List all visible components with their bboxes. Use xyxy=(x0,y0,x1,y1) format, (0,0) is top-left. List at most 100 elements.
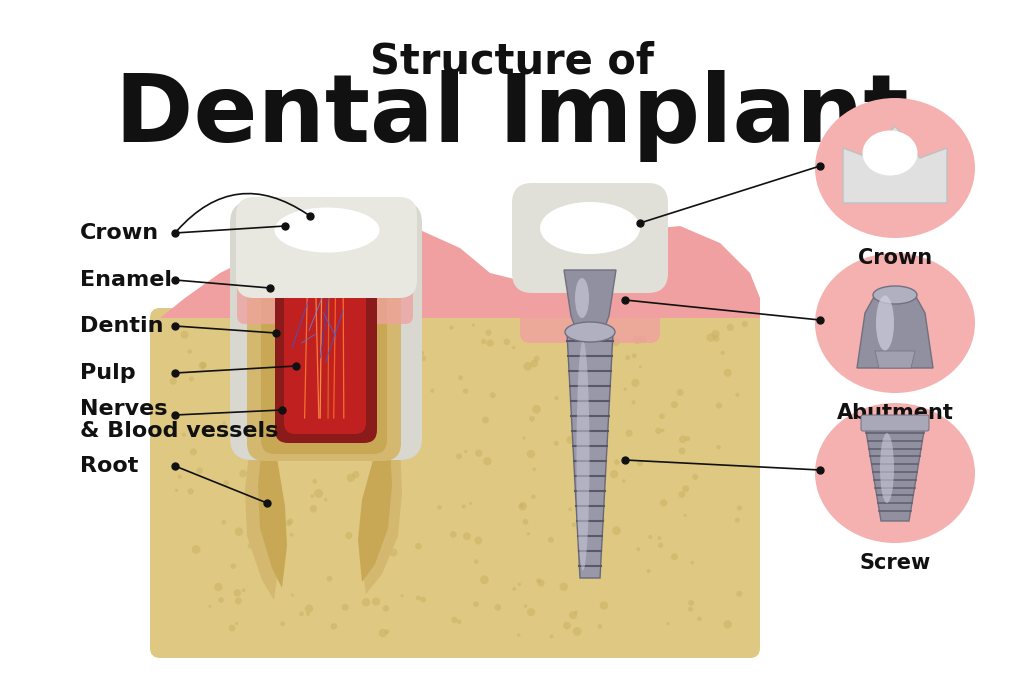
FancyBboxPatch shape xyxy=(237,220,413,324)
Ellipse shape xyxy=(690,561,694,564)
Ellipse shape xyxy=(574,611,578,614)
Ellipse shape xyxy=(372,453,375,456)
Ellipse shape xyxy=(737,506,742,510)
Ellipse shape xyxy=(657,536,662,540)
Ellipse shape xyxy=(234,409,243,417)
Ellipse shape xyxy=(214,583,222,591)
Ellipse shape xyxy=(221,520,226,524)
Ellipse shape xyxy=(474,559,478,564)
Ellipse shape xyxy=(265,548,269,552)
FancyBboxPatch shape xyxy=(150,308,760,658)
Ellipse shape xyxy=(345,532,352,539)
Ellipse shape xyxy=(671,553,678,560)
Ellipse shape xyxy=(862,131,918,175)
FancyBboxPatch shape xyxy=(861,415,929,431)
Ellipse shape xyxy=(352,370,355,374)
Ellipse shape xyxy=(299,612,304,616)
Ellipse shape xyxy=(234,598,242,605)
Ellipse shape xyxy=(232,423,239,429)
Polygon shape xyxy=(567,333,613,578)
Ellipse shape xyxy=(815,253,975,393)
Ellipse shape xyxy=(489,392,496,398)
Ellipse shape xyxy=(187,488,194,495)
Ellipse shape xyxy=(187,350,193,354)
Ellipse shape xyxy=(548,537,554,543)
Polygon shape xyxy=(245,418,280,600)
Ellipse shape xyxy=(707,333,715,342)
Ellipse shape xyxy=(390,433,396,438)
Ellipse shape xyxy=(415,543,422,550)
Ellipse shape xyxy=(464,450,467,453)
Text: Crown: Crown xyxy=(80,223,159,243)
Ellipse shape xyxy=(457,619,462,624)
Ellipse shape xyxy=(608,336,616,345)
Ellipse shape xyxy=(523,362,532,371)
Ellipse shape xyxy=(286,520,292,526)
Ellipse shape xyxy=(390,341,394,345)
Ellipse shape xyxy=(280,408,285,413)
Ellipse shape xyxy=(305,605,313,613)
Ellipse shape xyxy=(182,433,186,437)
Ellipse shape xyxy=(342,603,349,611)
Ellipse shape xyxy=(534,356,540,361)
Ellipse shape xyxy=(236,622,239,625)
Ellipse shape xyxy=(288,518,293,524)
Ellipse shape xyxy=(346,473,355,482)
Text: Dentin: Dentin xyxy=(80,316,164,336)
Ellipse shape xyxy=(267,499,272,504)
Text: Abutment: Abutment xyxy=(837,403,953,423)
Ellipse shape xyxy=(734,517,740,523)
Ellipse shape xyxy=(420,596,426,603)
FancyBboxPatch shape xyxy=(520,233,660,343)
Ellipse shape xyxy=(697,616,701,621)
Ellipse shape xyxy=(724,369,732,377)
Ellipse shape xyxy=(679,491,685,498)
Ellipse shape xyxy=(312,479,317,484)
Ellipse shape xyxy=(660,429,665,433)
Text: Enamel: Enamel xyxy=(80,270,172,290)
Ellipse shape xyxy=(189,449,197,455)
Ellipse shape xyxy=(569,611,577,619)
Ellipse shape xyxy=(578,353,584,359)
Ellipse shape xyxy=(540,202,640,254)
Ellipse shape xyxy=(566,436,574,444)
Ellipse shape xyxy=(199,362,207,369)
Polygon shape xyxy=(857,295,933,368)
Ellipse shape xyxy=(369,449,374,455)
Ellipse shape xyxy=(815,98,975,238)
Ellipse shape xyxy=(274,208,380,252)
Ellipse shape xyxy=(601,439,608,447)
Ellipse shape xyxy=(482,417,489,424)
Ellipse shape xyxy=(554,441,559,446)
Ellipse shape xyxy=(208,605,211,608)
Ellipse shape xyxy=(624,387,627,391)
Ellipse shape xyxy=(876,296,894,350)
Ellipse shape xyxy=(559,583,568,591)
Ellipse shape xyxy=(659,499,668,506)
Ellipse shape xyxy=(254,448,259,453)
Ellipse shape xyxy=(456,453,462,460)
Ellipse shape xyxy=(495,604,501,611)
Ellipse shape xyxy=(577,341,590,570)
Ellipse shape xyxy=(480,575,488,584)
Ellipse shape xyxy=(571,522,577,527)
Ellipse shape xyxy=(679,447,686,455)
Ellipse shape xyxy=(307,329,313,334)
Ellipse shape xyxy=(736,591,742,597)
Ellipse shape xyxy=(532,405,541,413)
Ellipse shape xyxy=(679,436,687,443)
Ellipse shape xyxy=(682,485,689,492)
Ellipse shape xyxy=(648,535,652,539)
Ellipse shape xyxy=(590,383,595,387)
Ellipse shape xyxy=(595,450,603,459)
FancyBboxPatch shape xyxy=(512,183,668,293)
Ellipse shape xyxy=(512,346,515,350)
Ellipse shape xyxy=(655,428,662,434)
Ellipse shape xyxy=(290,533,294,537)
Ellipse shape xyxy=(257,556,263,562)
Ellipse shape xyxy=(458,375,463,380)
Ellipse shape xyxy=(233,589,241,596)
Ellipse shape xyxy=(637,548,640,551)
Ellipse shape xyxy=(274,354,281,360)
Ellipse shape xyxy=(450,531,457,538)
